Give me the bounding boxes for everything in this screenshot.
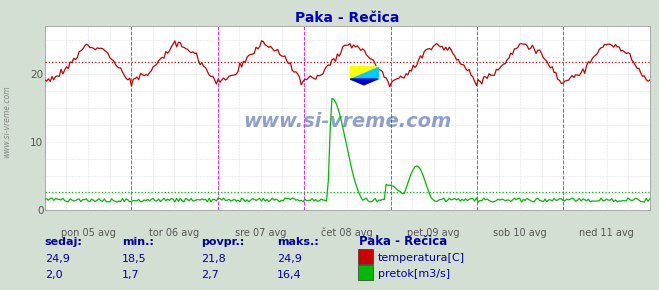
Text: temperatura[C]: temperatura[C] (378, 253, 465, 263)
Text: ned 11 avg: ned 11 avg (579, 228, 634, 238)
Text: pet 09 avg: pet 09 avg (407, 228, 460, 238)
Text: 2,0: 2,0 (45, 270, 63, 280)
Text: pon 05 avg: pon 05 avg (61, 228, 115, 238)
Text: 2,7: 2,7 (201, 270, 219, 280)
Text: čet 08 avg: čet 08 avg (322, 228, 373, 238)
Text: 16,4: 16,4 (277, 270, 301, 280)
Polygon shape (351, 67, 378, 79)
Text: 24,9: 24,9 (45, 254, 70, 264)
Text: tor 06 avg: tor 06 avg (150, 228, 200, 238)
Text: sedaj:: sedaj: (45, 237, 82, 247)
Text: povpr.:: povpr.: (201, 237, 244, 247)
Text: 24,9: 24,9 (277, 254, 302, 264)
Text: 21,8: 21,8 (201, 254, 226, 264)
Text: Paka - Rečica: Paka - Rečica (359, 235, 447, 248)
Text: 18,5: 18,5 (122, 254, 146, 264)
Polygon shape (351, 67, 378, 79)
Polygon shape (351, 79, 378, 85)
Text: sre 07 avg: sre 07 avg (235, 228, 287, 238)
Text: sob 10 avg: sob 10 avg (494, 228, 547, 238)
Text: 1,7: 1,7 (122, 270, 140, 280)
Text: maks.:: maks.: (277, 237, 318, 247)
Title: Paka - Rečica: Paka - Rečica (295, 11, 399, 25)
Text: min.:: min.: (122, 237, 154, 247)
Text: www.si-vreme.com: www.si-vreme.com (2, 86, 11, 158)
Text: www.si-vreme.com: www.si-vreme.com (243, 112, 451, 131)
Text: pretok[m3/s]: pretok[m3/s] (378, 269, 449, 279)
